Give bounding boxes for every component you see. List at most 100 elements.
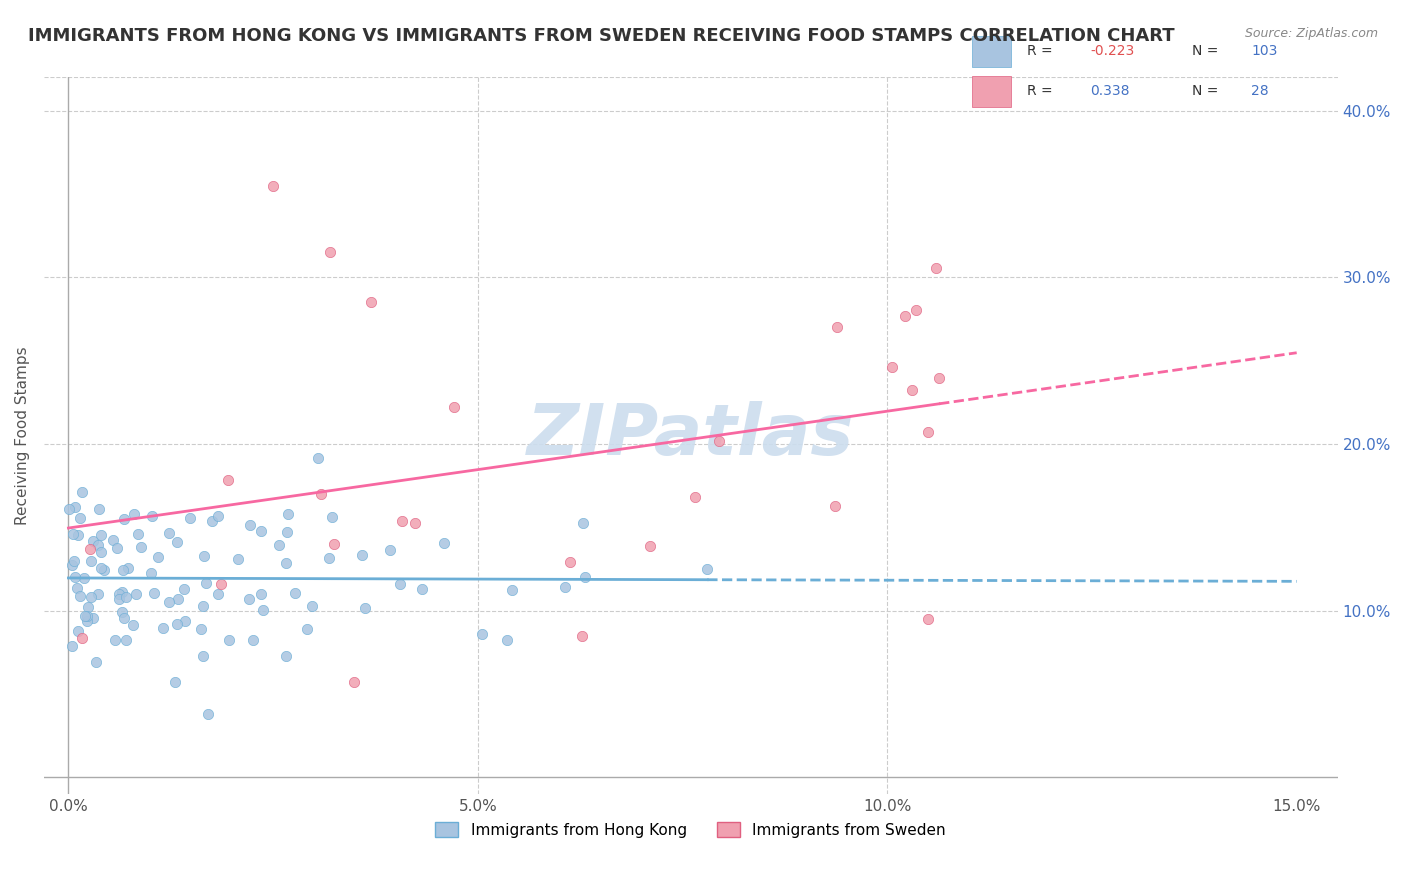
Immigrants from Hong Kong [69, 589, 91, 603]
Immigrants from Hong Kong [58, 502, 80, 516]
Immigrants from Hong Kong [166, 617, 188, 632]
Bar [972, 36, 1011, 67]
Immigrants from Sweden [558, 555, 581, 569]
Immigrants from Hong Kong [112, 563, 135, 577]
Immigrants from Hong Kong [76, 615, 98, 629]
Immigrants from Hong Kong [105, 541, 128, 555]
Immigrants from Sweden [893, 309, 915, 323]
Immigrants from Sweden [319, 245, 342, 260]
Immigrants from Hong Kong [152, 621, 174, 635]
Immigrants from Hong Kong [157, 526, 180, 541]
Immigrants from Hong Kong [87, 587, 110, 601]
Immigrants from Hong Kong [207, 508, 229, 523]
Immigrants from Hong Kong [307, 450, 329, 465]
Immigrants from Sweden [709, 434, 731, 449]
Immigrants from Sweden [322, 537, 344, 551]
Immigrants from Sweden [825, 320, 848, 334]
Immigrants from Hong Kong [190, 622, 212, 636]
Immigrants from Hong Kong [321, 509, 343, 524]
Immigrants from Hong Kong [90, 560, 112, 574]
Immigrants from Hong Kong [122, 618, 145, 632]
Text: 28: 28 [1251, 84, 1270, 98]
Immigrants from Hong Kong [207, 587, 229, 601]
Immigrants from Sweden [79, 541, 101, 556]
Immigrants from Sweden [917, 612, 939, 626]
Immigrants from Sweden [72, 631, 94, 645]
Immigrants from Hong Kong [111, 605, 134, 619]
Immigrants from Hong Kong [60, 639, 83, 653]
Immigrants from Hong Kong [495, 633, 517, 648]
Immigrants from Hong Kong [166, 535, 188, 549]
Immigrants from Hong Kong [250, 524, 273, 538]
Immigrants from Hong Kong [87, 502, 110, 516]
Immigrants from Hong Kong [350, 549, 373, 563]
Immigrants from Sweden [824, 499, 846, 513]
Immigrants from Hong Kong [112, 511, 135, 525]
Immigrants from Hong Kong [115, 632, 138, 647]
Immigrants from Sweden [571, 629, 593, 643]
Immigrants from Hong Kong [65, 570, 87, 584]
Immigrants from Hong Kong [389, 576, 412, 591]
Immigrants from Sweden [882, 360, 904, 375]
Immigrants from Hong Kong [274, 648, 297, 663]
Immigrants from Hong Kong [142, 586, 165, 600]
Immigrants from Hong Kong [62, 526, 84, 541]
Text: 103: 103 [1251, 44, 1278, 58]
Text: Source: ZipAtlas.com: Source: ZipAtlas.com [1244, 27, 1378, 40]
Immigrants from Hong Kong [75, 609, 97, 624]
Immigrants from Hong Kong [66, 581, 89, 595]
Immigrants from Hong Kong [108, 591, 131, 606]
Immigrants from Sweden [925, 261, 948, 276]
Immigrants from Hong Kong [574, 570, 596, 584]
Immigrants from Hong Kong [167, 592, 190, 607]
Text: N =: N = [1192, 84, 1223, 98]
Immigrants from Hong Kong [696, 562, 718, 576]
Immigrants from Hong Kong [108, 586, 131, 600]
Bar [972, 76, 1011, 107]
Immigrants from Sweden [262, 178, 284, 193]
Immigrants from Hong Kong [101, 533, 124, 548]
Immigrants from Hong Kong [301, 599, 323, 614]
Immigrants from Sweden [343, 675, 366, 690]
Immigrants from Hong Kong [252, 603, 274, 617]
Text: -0.223: -0.223 [1090, 44, 1135, 58]
Immigrants from Sweden [360, 295, 382, 310]
Immigrants from Hong Kong [274, 556, 297, 570]
Immigrants from Hong Kong [318, 551, 340, 566]
Immigrants from Sweden [685, 490, 707, 504]
Immigrants from Hong Kong [471, 627, 494, 641]
Immigrants from Hong Kong [238, 592, 260, 607]
Immigrants from Hong Kong [122, 508, 145, 522]
Immigrants from Hong Kong [554, 581, 576, 595]
Immigrants from Hong Kong [72, 571, 94, 585]
Immigrants from Sweden [209, 576, 232, 591]
Immigrants from Hong Kong [112, 611, 135, 625]
Immigrants from Hong Kong [139, 566, 162, 580]
Immigrants from Hong Kong [111, 584, 134, 599]
Immigrants from Hong Kong [191, 649, 214, 664]
Immigrants from Hong Kong [157, 594, 180, 608]
Immigrants from Hong Kong [284, 585, 307, 599]
Y-axis label: Receiving Food Stamps: Receiving Food Stamps [15, 346, 30, 525]
Immigrants from Hong Kong [354, 600, 377, 615]
Text: IMMIGRANTS FROM HONG KONG VS IMMIGRANTS FROM SWEDEN RECEIVING FOOD STAMPS CORREL: IMMIGRANTS FROM HONG KONG VS IMMIGRANTS … [28, 27, 1175, 45]
Immigrants from Hong Kong [228, 551, 250, 566]
Immigrants from Hong Kong [104, 632, 127, 647]
Immigrants from Hong Kong [197, 707, 219, 722]
Immigrants from Hong Kong [80, 591, 103, 605]
Immigrants from Hong Kong [193, 549, 215, 564]
Immigrants from Hong Kong [242, 632, 264, 647]
Immigrants from Sweden [638, 540, 661, 554]
Immigrants from Hong Kong [195, 575, 218, 590]
Immigrants from Hong Kong [62, 553, 84, 567]
Immigrants from Hong Kong [269, 538, 291, 552]
Text: 0.338: 0.338 [1090, 84, 1129, 98]
Immigrants from Sweden [404, 516, 426, 531]
Immigrants from Hong Kong [501, 582, 523, 597]
Immigrants from Hong Kong [84, 655, 107, 669]
Text: R =: R = [1026, 84, 1057, 98]
Immigrants from Hong Kong [69, 511, 91, 525]
Immigrants from Hong Kong [76, 608, 98, 623]
Immigrants from Sweden [928, 370, 950, 384]
Immigrants from Hong Kong [148, 550, 170, 565]
